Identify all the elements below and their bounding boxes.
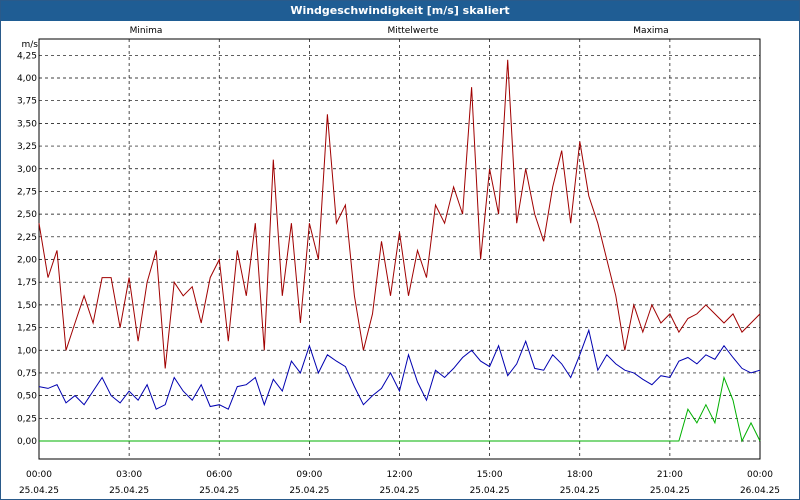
y-tick-label: 1,25 <box>17 324 37 334</box>
x-tick-time: 18:00 <box>567 470 593 480</box>
y-tick-label: 3,00 <box>17 165 37 175</box>
y-tick-label: 4,25 <box>17 51 37 61</box>
x-tick-date: 26.04.25 <box>740 486 780 496</box>
x-tick-time: 06:00 <box>206 470 232 480</box>
x-tick-time: 15:00 <box>477 470 503 480</box>
y-tick-label: 1,50 <box>17 301 37 311</box>
grid-lines <box>38 38 761 460</box>
y-tick-label: 3,75 <box>17 97 37 107</box>
legend-mittelwerte: Mittelwerte <box>387 26 438 36</box>
y-tick-label: 2,00 <box>17 256 37 266</box>
x-tick-time: 12:00 <box>387 470 413 480</box>
series-line-minima <box>39 375 761 443</box>
y-tick-label: 3,50 <box>17 119 37 129</box>
y-tick-label: 0,75 <box>17 369 37 379</box>
x-tick-date: 25.04.25 <box>109 486 149 496</box>
y-unit-label: m/s <box>22 40 39 50</box>
x-tick-date: 25.04.25 <box>470 486 510 496</box>
y-tick-label: 1,00 <box>17 346 37 356</box>
axis-ticks: 0,00 0,25 0,50 0,75 1,00 1,25 1,50 1,75 2,00 2,25… <box>17 51 780 496</box>
x-tick-date: 25.04.25 <box>379 486 419 496</box>
y-tick-label: 2,50 <box>17 210 37 220</box>
legend-maxima: Maxima <box>633 26 668 36</box>
x-tick-date: 25.04.25 <box>199 486 239 496</box>
window-title: Windgeschwindigkeit [m/s] skaliert <box>1 1 799 21</box>
x-tick-date: 25.04.25 <box>560 486 600 496</box>
series-lines <box>38 59 761 443</box>
x-tick-date: 25.04.25 <box>289 486 329 496</box>
x-tick-date: 25.04.25 <box>19 486 59 496</box>
y-tick-label: 2,75 <box>17 187 37 197</box>
x-tick-time: 09:00 <box>296 470 322 480</box>
y-tick-label: 0,00 <box>17 437 37 447</box>
legend-minima: Minima <box>130 26 163 36</box>
series-line-mittelwerte <box>38 328 761 410</box>
y-tick-label: 0,50 <box>17 392 37 402</box>
x-tick-time: 00:00 <box>26 470 52 480</box>
y-tick-label: 2,25 <box>17 233 37 243</box>
y-tick-label: 0,25 <box>17 414 37 424</box>
x-tick-date: 25.04.25 <box>650 486 690 496</box>
y-tick-label: 3,25 <box>17 142 37 152</box>
x-tick-time: 21:00 <box>657 470 683 480</box>
y-tick-label: 4,00 <box>17 74 37 84</box>
x-tick-time: 00:00 <box>747 470 773 480</box>
x-tick-time: 03:00 <box>116 470 142 480</box>
series-line-maxima <box>38 59 761 369</box>
y-tick-label: 1,75 <box>17 278 37 288</box>
